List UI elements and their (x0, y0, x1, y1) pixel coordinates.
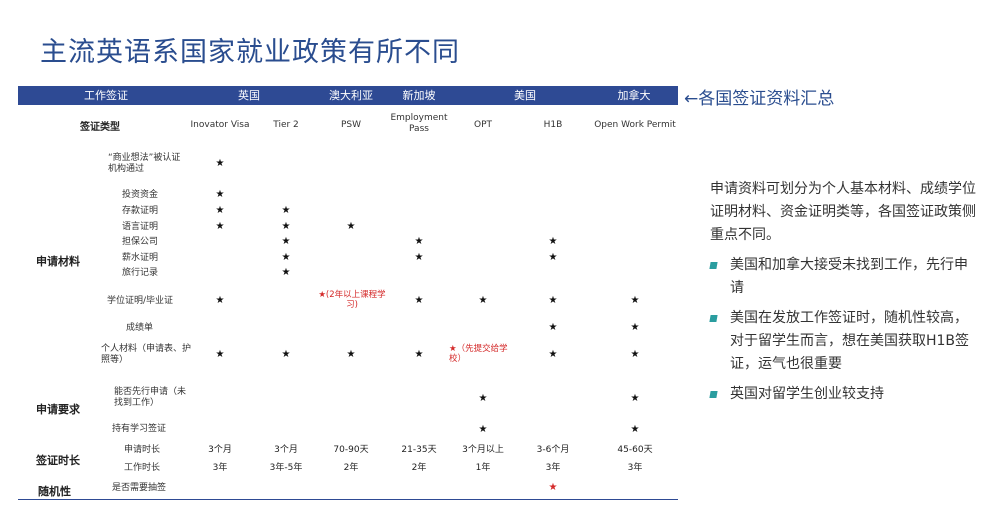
visa-type-opt: OPT (473, 120, 493, 130)
category-requirements: 申请要求 (36, 403, 80, 416)
row-label-personal: 个人材料（申请表、护照等） (101, 344, 192, 365)
star-mark: ★ (215, 189, 225, 200)
star-mark: ★ (548, 322, 558, 333)
category-duration: 签证时长 (36, 454, 80, 467)
star-mark: ★ (281, 267, 291, 278)
star-mark: ★ (478, 424, 488, 435)
star-mark: ★ (414, 295, 424, 306)
visa-type-innovator: Inovator Visa (190, 120, 250, 130)
page-title: 主流英语系国家就业政策有所不同 (40, 37, 460, 68)
side-intro: 申请资料可划分为个人基本材料、成绩学位证明材料、资金证明类等，各国签证政策侧重点… (710, 181, 976, 243)
row-label-transcript: 成绩单 (126, 323, 154, 333)
row-label-language: 语言证明 (122, 222, 159, 232)
star-mark: ★ (281, 221, 291, 232)
row-label-lottery: 是否需要抽签 (112, 483, 167, 493)
star-mark: ★ (346, 349, 356, 360)
star-mark: ★ (281, 205, 291, 216)
apply-time-cell: 3个月 (274, 445, 298, 455)
header-country-uk: 英国 (238, 89, 260, 102)
work-time-cell: 2年 (343, 463, 359, 473)
table-header-bar: 工作签证 英国 澳大利亚 新加坡 美国 加拿大 (18, 86, 678, 105)
star-mark: ★ (414, 349, 424, 360)
row-label-business-idea: “商业想法”被认证机构通过 (108, 153, 181, 174)
star-mark: ★ (630, 424, 640, 435)
work-time-cell: 3年 (627, 463, 643, 473)
row-label-sponsor: 担保公司 (122, 237, 159, 247)
side-notes: 申请资料可划分为个人基本材料、成绩学位证明材料、资金证明类等，各国签证政策侧重点… (709, 178, 980, 406)
star-mark: ★ (548, 236, 558, 247)
visa-type-tier2: Tier 2 (273, 120, 299, 130)
star-mark: ★ (630, 322, 640, 333)
star-mark: ★ (215, 205, 225, 216)
apply-time-cell: 3-6个月 (536, 445, 570, 455)
category-materials: 申请材料 (36, 255, 80, 268)
psw-degree-note: ★(2年以上课程学习) (318, 290, 386, 310)
row-label-apply-time: 申请时长 (124, 445, 161, 455)
visa-type-employment-pass: Employment Pass (390, 113, 448, 134)
table-bottom-rule (18, 499, 678, 500)
star-mark: ★ (215, 158, 225, 169)
visa-type-psw: PSW (340, 120, 362, 130)
star-mark: ★ (548, 295, 558, 306)
side-bullet-text: 美国在发放工作签证时，随机性较高，对于留学生而言，想在美国获取H1B签证，运气也… (730, 310, 970, 372)
apply-time-cell: 70-90天 (333, 445, 369, 455)
side-bullet-text: 英国对留学生创业较支持 (730, 386, 884, 402)
work-time-cell: 2年 (411, 463, 427, 473)
apply-time-cell: 21-35天 (401, 445, 437, 455)
side-bullet: 美国在发放工作签证时，随机性较高，对于留学生而言，想在美国获取H1B签证，运气也… (709, 307, 980, 376)
star-mark-red: ★ (548, 482, 558, 493)
star-mark: ★ (630, 393, 640, 404)
star-mark: ★ (548, 252, 558, 263)
star-mark: ★ (478, 393, 488, 404)
row-label-salary: 薪水证明 (122, 253, 159, 263)
star-mark: ★ (414, 236, 424, 247)
star-mark: ★ (281, 349, 291, 360)
side-bullet: 英国对留学生创业较支持 (709, 383, 980, 406)
work-time-cell: 1年 (475, 463, 491, 473)
work-time-cell: 3年 (212, 463, 228, 473)
category-randomness: 随机性 (38, 485, 71, 498)
row-label-apply-first: 能否先行申请（未找到工作） (114, 387, 187, 408)
star-mark: ★ (630, 295, 640, 306)
header-country-canada: 加拿大 (617, 89, 651, 102)
header-country-singapore: 新加坡 (402, 89, 436, 102)
bullet-square-icon (709, 391, 718, 398)
row-label-investment: 投资资金 (122, 190, 159, 200)
row-label-degree: 学位证明/毕业证 (107, 296, 174, 306)
star-mark: ★ (215, 221, 225, 232)
row-label-travel: 旅行记录 (122, 268, 159, 278)
star-mark: ★ (630, 349, 640, 360)
visa-type-h1b: H1B (543, 120, 563, 130)
bullet-square-icon (709, 262, 718, 269)
visa-type-open-work-permit: Open Work Permit (594, 120, 676, 130)
row-label-study-visa: 持有学习签证 (112, 424, 167, 434)
work-time-cell: 3年-5年 (269, 463, 303, 473)
opt-personal-note: ★（先提交给学校） (449, 344, 508, 364)
apply-time-cell: 3个月 (208, 445, 232, 455)
header-country-australia: 澳大利亚 (329, 89, 373, 102)
header-work-visa: 工作签证 (84, 89, 128, 102)
star-mark: ★ (346, 221, 356, 232)
star-mark: ★ (281, 252, 291, 263)
bullet-square-icon (709, 315, 718, 322)
row-label-work-time: 工作时长 (124, 463, 161, 473)
star-mark: ★ (478, 295, 488, 306)
star-mark: ★ (215, 349, 225, 360)
star-mark: ★ (281, 236, 291, 247)
side-bullet: 美国和加拿大接受未找到工作，先行申请 (709, 254, 980, 300)
star-mark: ★ (548, 349, 558, 360)
star-mark: ★ (414, 252, 424, 263)
star-mark: ★ (215, 295, 225, 306)
summary-annotation: ←各国签证资料汇总 (684, 89, 835, 109)
apply-time-cell: 45-60天 (617, 445, 653, 455)
side-bullet-text: 美国和加拿大接受未找到工作，先行申请 (730, 257, 968, 296)
row-label-deposit: 存款证明 (122, 206, 159, 216)
visa-type-label: 签证类型 (80, 122, 120, 133)
work-time-cell: 3年 (545, 463, 561, 473)
header-country-usa: 美国 (514, 89, 536, 102)
apply-time-cell: 3个月以上 (462, 445, 504, 455)
